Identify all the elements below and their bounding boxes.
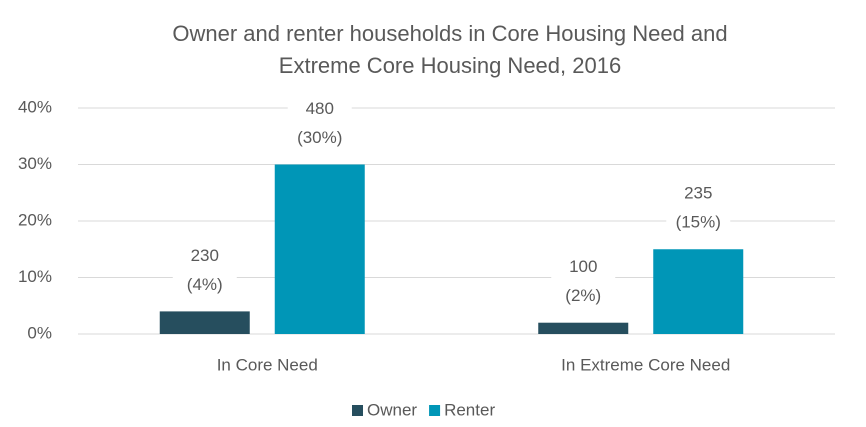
- label-background: [287, 92, 352, 155]
- data-label-count: 230: [191, 246, 219, 265]
- data-label: (15%): [676, 213, 721, 232]
- data-label-count: 235: [684, 184, 712, 203]
- data-label-count: 480: [306, 99, 334, 118]
- label-background: [551, 250, 616, 313]
- data-label: (2%): [565, 286, 601, 305]
- legend-swatch: [352, 405, 363, 416]
- y-tick-label: 0%: [27, 323, 52, 342]
- data-label: (30%): [297, 128, 342, 147]
- chart-title: Extreme Core Housing Need, 2016: [279, 53, 621, 78]
- bar: [159, 311, 250, 334]
- y-tick-label: 10%: [18, 267, 52, 286]
- bar: [538, 322, 629, 334]
- bar: [653, 249, 744, 334]
- data-label-count: 100: [569, 257, 597, 276]
- data-label: (4%): [187, 275, 223, 294]
- label-background: [666, 177, 731, 240]
- legend-label: Owner: [367, 400, 417, 419]
- label-background: [172, 239, 237, 302]
- x-tick-label: In Core Need: [217, 355, 318, 374]
- y-tick-label: 30%: [18, 154, 52, 173]
- legend-label: Renter: [444, 400, 495, 419]
- y-tick-label: 40%: [18, 97, 52, 116]
- x-tick-label: In Extreme Core Need: [561, 355, 730, 374]
- bar: [274, 164, 365, 334]
- legend-swatch: [429, 405, 441, 416]
- chart-title: Owner and renter households in Core Hous…: [172, 21, 727, 46]
- y-tick-label: 20%: [18, 210, 52, 229]
